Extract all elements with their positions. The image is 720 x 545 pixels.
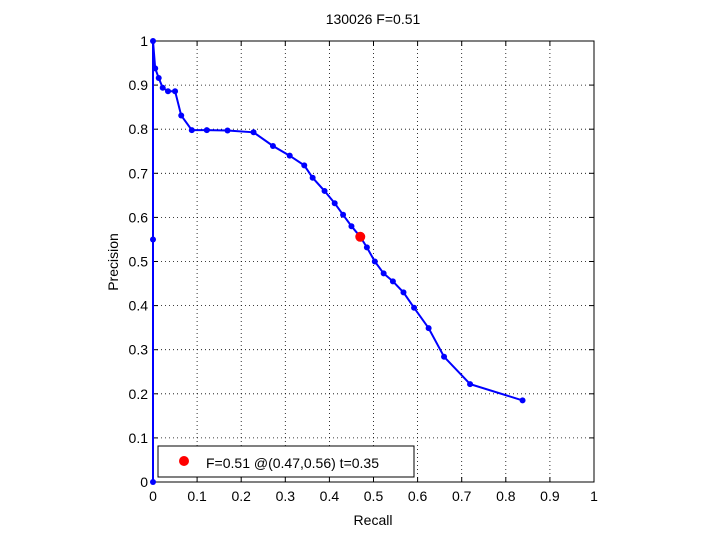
legend-label: F=0.51 @(0.47,0.56) t=0.35 xyxy=(206,455,379,471)
x-tick-label: 0.7 xyxy=(452,488,472,504)
pr-curve-point xyxy=(178,112,185,119)
legend-marker xyxy=(179,456,189,466)
chart-title: 130026 F=0.51 xyxy=(326,11,421,27)
pr-curve-point xyxy=(188,127,195,134)
pr-curve-point xyxy=(441,353,448,360)
x-tick-label: 0.9 xyxy=(540,488,560,504)
pr-curve-point xyxy=(400,289,407,296)
legend: F=0.51 @(0.47,0.56) t=0.35 xyxy=(157,445,415,478)
pr-curve-point xyxy=(425,325,432,332)
pr-curve-point xyxy=(150,479,156,485)
x-tick-label: 0.2 xyxy=(231,488,251,504)
y-tick-label: 0.7 xyxy=(129,165,149,181)
pr-curve-point xyxy=(152,65,159,72)
y-tick-label: 0.1 xyxy=(129,430,149,446)
y-tick-label: 0.9 xyxy=(129,77,149,93)
pr-curve-point xyxy=(150,236,156,243)
pr-curve-point xyxy=(286,152,293,159)
pr-curve-point xyxy=(155,75,162,82)
pr-curve-point xyxy=(389,278,396,285)
ticks: 0 0.1 0.2 0.3 0.4 0.5 0.6 0.7 0.8 0.9 1 0 0.1 0.2 0.3 0… xyxy=(129,33,599,504)
pr-curve-point xyxy=(321,187,328,194)
x-tick-label: 0.3 xyxy=(276,488,296,504)
pr-curve-point xyxy=(309,174,316,181)
x-tick-label: 0.5 xyxy=(364,488,384,504)
pr-curve-point xyxy=(348,223,355,230)
y-tick-label: 0.8 xyxy=(129,121,149,137)
pr-curve-point xyxy=(250,129,257,136)
y-axis-label: Precision xyxy=(105,233,121,291)
y-tick-label: 0.3 xyxy=(129,342,149,358)
y-tick-label: 0.2 xyxy=(129,386,149,402)
pr-curve-point xyxy=(301,162,308,169)
pr-curve-point xyxy=(224,127,231,134)
pr-curve-point xyxy=(203,127,210,134)
x-tick-label: 0 xyxy=(149,488,157,504)
y-tick-label: 0.4 xyxy=(129,298,149,314)
x-tick-label: 0.8 xyxy=(496,488,516,504)
pr-curve-point xyxy=(164,88,171,95)
pr-curve-point xyxy=(159,84,166,91)
pr-curve-point xyxy=(371,258,378,265)
x-tick-label: 0.4 xyxy=(320,488,340,504)
pr-curve-point xyxy=(150,38,156,44)
series xyxy=(150,38,526,485)
pr-curve-point xyxy=(331,200,338,207)
y-tick-label: 1 xyxy=(140,33,148,49)
pr-curve-point xyxy=(519,397,526,404)
pr-curve-point xyxy=(269,142,276,149)
pr-curve-point xyxy=(172,88,179,95)
pr-curve-point xyxy=(467,381,474,388)
y-tick-label: 0.6 xyxy=(129,209,149,225)
pr-curve-point xyxy=(340,211,347,218)
pr-curve-point xyxy=(411,304,418,311)
x-tick-label: 0.6 xyxy=(408,488,428,504)
y-tick-label: 0 xyxy=(140,474,148,490)
y-tick-label: 0.5 xyxy=(129,254,149,270)
legend-box xyxy=(157,445,415,478)
pr-curve-point xyxy=(380,270,387,277)
pr-curve-point xyxy=(363,244,370,251)
x-axis-label: Recall xyxy=(354,512,393,528)
best-f-point xyxy=(355,231,366,242)
x-tick-label: 0.1 xyxy=(187,488,207,504)
x-tick-label: 1 xyxy=(590,488,598,504)
